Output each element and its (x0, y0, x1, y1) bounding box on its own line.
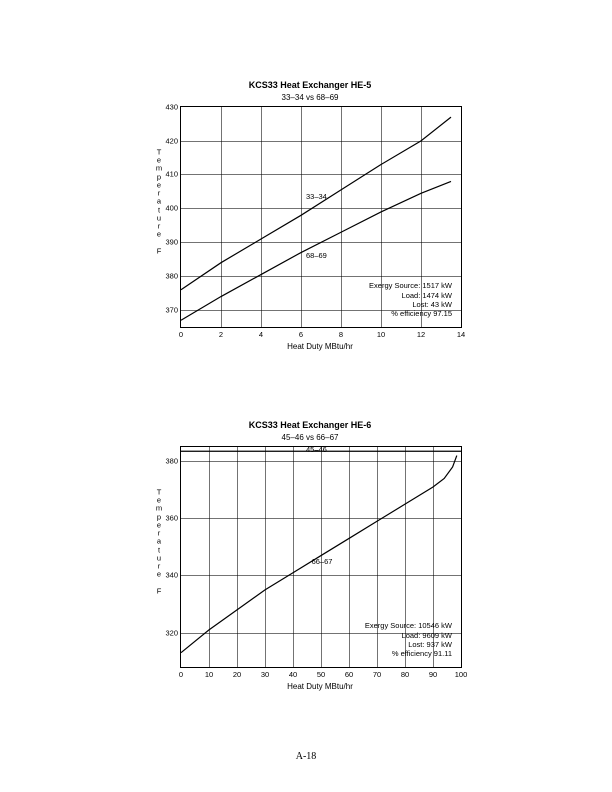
page-number: A-18 (0, 751, 612, 762)
xtick: 90 (429, 667, 437, 679)
ytick: 360 (165, 514, 181, 523)
chart1-series2-label: 68–69 (306, 251, 327, 260)
chart2-subtitle: 45–46 vs 66–67 (150, 433, 470, 442)
xtick: 30 (261, 667, 269, 679)
ytick: 380 (165, 272, 181, 281)
xtick: 50 (317, 667, 325, 679)
xtick: 2 (219, 327, 223, 339)
ytick: 420 (165, 136, 181, 145)
infobox-line: % efficiency 91.11 (365, 649, 452, 658)
xtick: 20 (233, 667, 241, 679)
ytick: 430 (165, 102, 181, 111)
xtick: 100 (455, 667, 468, 679)
chart2-plot-area: 45–46 66–67 Exergy Source: 10546 kW Load… (180, 446, 462, 668)
infobox-line: Lost: 937 kW (365, 640, 452, 649)
chart2-series1-label: 45–46 (306, 445, 327, 454)
infobox-line: Exergy Source: 10546 kW (365, 621, 452, 630)
chart-he5: KCS33 Heat Exchanger HE-5 33–34 vs 68–69… (150, 80, 470, 351)
xtick: 14 (457, 327, 465, 339)
infobox-line: Lost: 43 kW (369, 300, 452, 309)
ytick: 400 (165, 204, 181, 213)
chart1-subtitle: 33–34 vs 68–69 (150, 93, 470, 102)
chart1-title: KCS33 Heat Exchanger HE-5 (150, 80, 470, 91)
xtick: 70 (373, 667, 381, 679)
chart1-ylabel: Temperature F (154, 148, 164, 255)
chart1-series1-label: 33–34 (306, 192, 327, 201)
chart2-title: KCS33 Heat Exchanger HE-6 (150, 420, 470, 431)
infobox-line: % efficiency 97.15 (369, 309, 452, 318)
chart2-series2-label: 66–67 (312, 557, 333, 566)
ytick: 410 (165, 170, 181, 179)
ytick: 370 (165, 305, 181, 314)
infobox-line: Exergy Source: 1517 kW (369, 281, 452, 290)
chart1-plot-area: 33–34 68–69 Exergy Source: 1517 kW Load:… (180, 106, 462, 328)
chart2-xlabel: Heat Duty MBtu/hr (180, 682, 460, 691)
xtick: 12 (417, 327, 425, 339)
chart1-infobox: Exergy Source: 1517 kW Load: 1474 kW Los… (366, 279, 455, 321)
xtick: 4 (259, 327, 263, 339)
infobox-line: Load: 1474 kW (369, 291, 452, 300)
chart2-infobox: Exergy Source: 10546 kW Load: 9609 kW Lo… (362, 619, 455, 661)
xtick: 60 (345, 667, 353, 679)
xtick: 10 (377, 327, 385, 339)
xtick: 10 (205, 667, 213, 679)
ytick: 340 (165, 571, 181, 580)
xtick: 8 (339, 327, 343, 339)
ytick: 390 (165, 238, 181, 247)
chart2-ylabel: Temperature F (154, 488, 164, 595)
chart-he6: KCS33 Heat Exchanger HE-6 45–46 vs 66–67… (150, 420, 470, 691)
ytick: 380 (165, 457, 181, 466)
chart1-xlabel: Heat Duty MBtu/hr (180, 342, 460, 351)
xtick: 40 (289, 667, 297, 679)
xtick: 80 (401, 667, 409, 679)
xtick: 0 (179, 667, 183, 679)
xtick: 0 (179, 327, 183, 339)
xtick: 6 (299, 327, 303, 339)
ytick: 320 (165, 628, 181, 637)
